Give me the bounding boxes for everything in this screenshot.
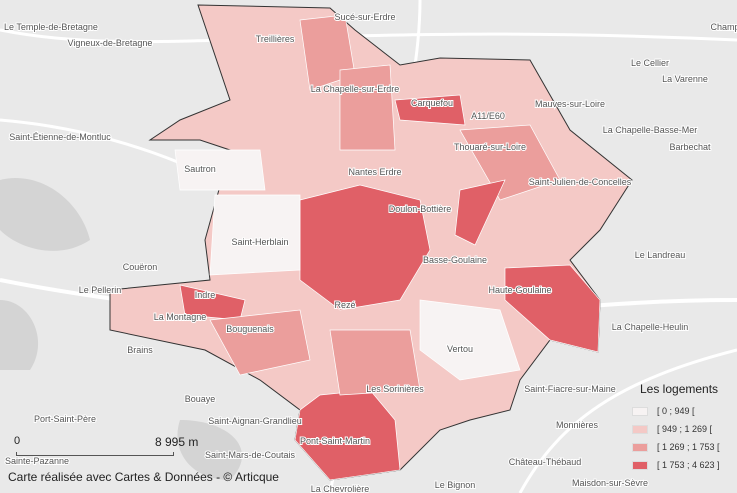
- legend-item: [ 949 ; 1 269 [: [632, 420, 737, 438]
- place-label: Saint-Aignan-Grandlieu: [208, 416, 302, 426]
- legend: Les logements [ 0 ; 949 [ [ 949 ; 1 269 […: [632, 382, 737, 474]
- legend-label: [ 0 ; 949 [: [657, 406, 695, 416]
- place-label: Nantes Erdre: [348, 167, 401, 177]
- place-label: A11/E60: [471, 111, 505, 121]
- legend-item: [ 1 269 ; 1 753 [: [632, 438, 737, 456]
- zone-vertou: [419, 299, 521, 381]
- place-label: Maisdon-sur-Sèvre: [572, 478, 648, 488]
- place-label: Saint-Herblain: [231, 237, 288, 247]
- place-label: Le Cellier: [631, 58, 669, 68]
- zone-sautron: [174, 149, 266, 191]
- scale-line: [16, 452, 174, 456]
- place-label: La Montagne: [154, 312, 207, 322]
- place-label: Couëron: [123, 262, 158, 272]
- place-label: Sautron: [184, 164, 216, 174]
- legend-item: [ 1 753 ; 4 623 ]: [632, 456, 737, 474]
- place-label: Champ: [710, 22, 737, 32]
- place-label: Vigneux-de-Bretagne: [68, 38, 153, 48]
- zone-center: [299, 184, 431, 311]
- place-label: Saint-Mars-de-Coutais: [205, 450, 296, 460]
- legend-item: [ 0 ; 949 [: [632, 402, 737, 420]
- legend-label: [ 949 ; 1 269 [: [657, 424, 713, 434]
- place-label: Sucé-sur-Erdre: [334, 12, 395, 22]
- place-label: Brains: [127, 345, 153, 355]
- zone-chapelle-erdre: [339, 64, 396, 151]
- place-label: Sainte-Pazanne: [5, 456, 69, 466]
- place-label: Haute-Goulaine: [488, 285, 551, 295]
- place-label: Bouaye: [185, 394, 216, 404]
- zone-pont-saint-martin: [294, 389, 401, 481]
- place-label: La Varenne: [662, 74, 708, 84]
- place-label: Port-Saint-Père: [34, 414, 96, 424]
- place-label: Le Bignon: [435, 480, 476, 490]
- place-label: Bouguenais: [226, 324, 274, 334]
- place-label: Treillières: [256, 34, 295, 44]
- place-label: Pont-Saint-Martin: [300, 436, 370, 446]
- place-label: Barbechat: [669, 142, 711, 152]
- scale-distance: 8 995 m: [155, 435, 199, 449]
- place-label: La Chevrolière: [311, 484, 370, 493]
- place-label: Les Sorinières: [366, 384, 424, 394]
- place-label: Saint-Étienne-de-Montluc: [9, 132, 111, 142]
- place-label: Saint-Julien-de-Concelles: [529, 177, 632, 187]
- place-label: Monnières: [556, 420, 599, 430]
- place-label: Saint-Fiacre-sur-Maine: [524, 384, 616, 394]
- place-label: Mauves-sur-Loire: [535, 99, 605, 109]
- place-label: La Chapelle-Heulin: [612, 322, 689, 332]
- zone-haute-goulaine: [504, 264, 601, 353]
- legend-swatch: [632, 424, 648, 434]
- legend-label: [ 1 753 ; 4 623 ]: [657, 460, 720, 470]
- place-labels: Le Temple-de-Bretagne Vigneux-de-Bretagne…: [3, 11, 737, 493]
- zone-saint-herblain: [209, 194, 301, 276]
- place-label: Le Landreau: [635, 250, 686, 260]
- place-label: Thouaré-sur-Loire: [454, 142, 526, 152]
- credit-text: Carte réalisée avec Cartes & Données - ©…: [8, 470, 279, 484]
- place-label: Indre: [195, 290, 216, 300]
- legend-label: [ 1 269 ; 1 753 [: [657, 442, 720, 452]
- legend-swatch: [632, 406, 648, 416]
- legend-swatch: [632, 460, 648, 470]
- legend-swatch: [632, 442, 648, 452]
- zone-thouare: [459, 124, 561, 201]
- communes-layer: [109, 4, 633, 481]
- zone-doulon: [454, 179, 506, 246]
- place-label: Château-Thébaud: [509, 457, 582, 467]
- place-label: Basse-Goulaine: [423, 255, 487, 265]
- place-label: Carquefou: [411, 98, 453, 108]
- place-label: Le Temple-de-Bretagne: [4, 22, 98, 32]
- place-label: Rezé: [334, 300, 355, 310]
- zone-carquefou: [394, 94, 466, 126]
- place-label: La Chapelle-Basse-Mer: [603, 125, 698, 135]
- place-label: Le Pellerin: [79, 285, 122, 295]
- place-label: La Chapelle-sur-Erdre: [311, 84, 400, 94]
- scale-zero: 0: [14, 435, 21, 447]
- legend-title: Les logements: [640, 382, 719, 396]
- zone-bouguenais: [209, 309, 311, 376]
- place-label: Vertou: [447, 344, 473, 354]
- place-label: Doulon-Bottière: [389, 204, 452, 214]
- zone-sorinieres: [329, 329, 421, 396]
